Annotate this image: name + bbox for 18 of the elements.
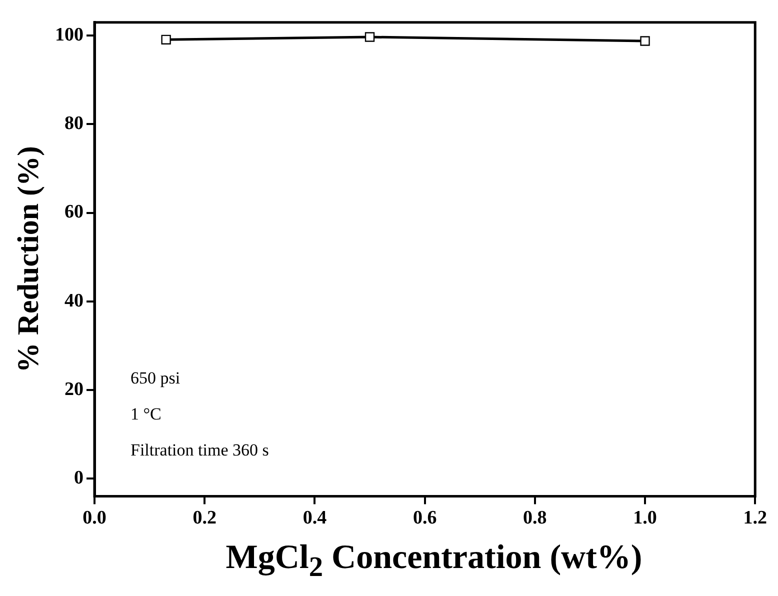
x-axis-title: MgCl$_{2}$ Concentration (wt%) [224,539,644,584]
x-tick-label: 1.2 [743,508,767,529]
x-tick-label: 0.2 [192,508,216,529]
annotation: 1 °C [130,404,162,424]
x-tick-label: 0.4 [302,508,328,529]
y-axis-title: % Reduction (%) [12,146,45,373]
x-tick-label: 0.6 [412,508,437,529]
y-tick-label: 20 [64,378,84,400]
x-tick-label: 1.0 [633,508,657,529]
y-tick-label: 100 [55,24,84,46]
annotation: 650 psi [130,368,180,388]
x-tick-label: 0.0 [82,508,106,529]
y-tick-label: 60 [64,202,84,223]
y-tick-label: 80 [64,113,84,134]
x-tick-label: 0.8 [523,508,547,529]
y-tick-label: 0 [74,467,84,488]
y-tick-label: 40 [64,290,84,312]
annotation: Filtration time 360 s [130,440,269,460]
